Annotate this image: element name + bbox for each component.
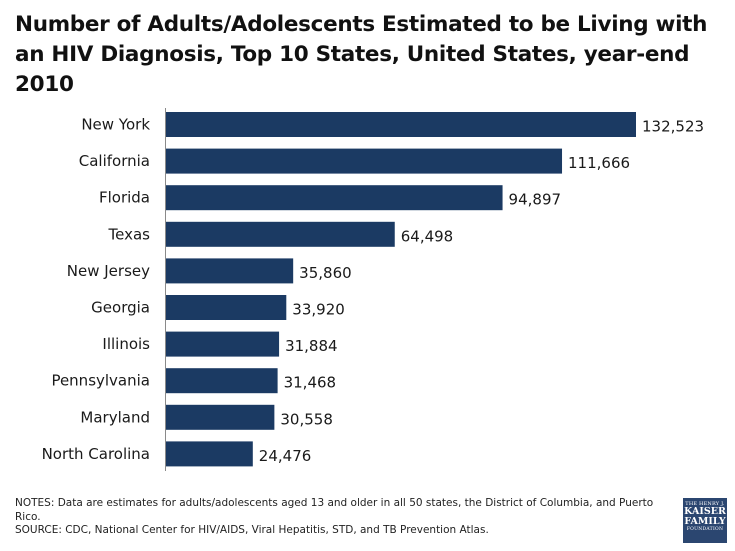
bar-florida	[166, 185, 503, 211]
logo-line-3: FAMILY	[684, 516, 726, 527]
value-label-pennsylvania: 31,468	[284, 374, 337, 392]
category-label-new-jersey: New Jersey	[67, 262, 150, 280]
category-label-georgia: Georgia	[91, 299, 150, 317]
value-label-new-york: 132,523	[642, 118, 704, 136]
value-label-texas: 64,498	[401, 227, 454, 245]
logo-line-2: KAISER	[684, 506, 726, 517]
value-label-georgia: 33,920	[292, 301, 345, 319]
category-label-north-carolina: North Carolina	[42, 445, 150, 463]
category-label-new-york: New York	[81, 116, 150, 134]
chart-title: Number of Adults/Adolescents Estimated t…	[15, 12, 708, 97]
category-label-texas: Texas	[108, 225, 151, 243]
source-text: SOURCE: CDC, National Center for HIV/AID…	[15, 524, 489, 536]
bar-north-carolina	[166, 441, 253, 467]
value-label-north-carolina: 24,476	[259, 447, 312, 465]
bar-illinois	[166, 331, 280, 357]
category-label-pennsylvania: Pennsylvania	[51, 372, 150, 390]
category-label-maryland: Maryland	[80, 408, 150, 426]
bar-texas	[166, 221, 395, 247]
category-label-illinois: Illinois	[102, 335, 150, 353]
value-label-maryland: 30,558	[280, 410, 333, 428]
bar-california	[166, 148, 563, 174]
bar-new-york	[166, 112, 636, 137]
bar-pennsylvania	[166, 368, 278, 394]
value-label-florida: 94,897	[509, 191, 562, 209]
category-label-california: California	[79, 152, 150, 170]
kff-logo: THE HENRY J. KAISER FAMILY FOUNDATION	[683, 498, 727, 543]
bar-new-jersey	[166, 258, 294, 284]
value-label-california: 111,666	[568, 154, 630, 172]
category-label-florida: Florida	[99, 189, 150, 207]
value-label-new-jersey: 35,860	[299, 264, 352, 282]
notes: NOTES: Data are estimates for adults/ado…	[15, 497, 665, 538]
bar-maryland	[166, 404, 275, 430]
notes-text: NOTES: Data are estimates for adults/ado…	[15, 497, 654, 523]
value-label-illinois: 31,884	[285, 337, 338, 355]
bar-georgia	[166, 295, 287, 320]
logo-line-4: FOUNDATION	[686, 527, 724, 532]
logo-line-1: THE HENRY J.	[685, 501, 725, 507]
